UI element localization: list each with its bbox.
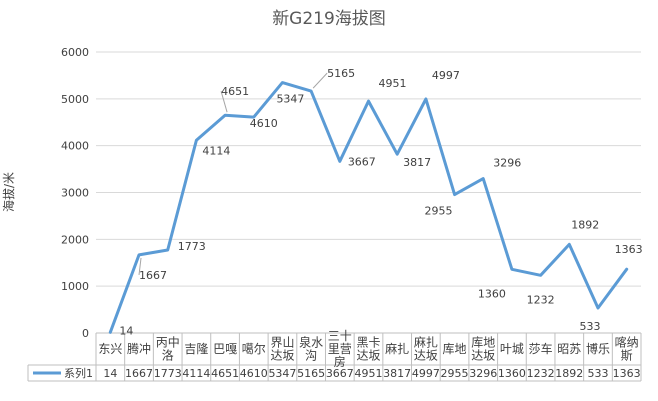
data-label: 4997 xyxy=(432,69,460,82)
table-value-cell: 1892 xyxy=(555,367,583,380)
category-label: 三十里营房 xyxy=(328,329,352,369)
data-label: 1773 xyxy=(178,240,206,253)
data-label: 3296 xyxy=(493,157,521,170)
category-label: 东兴 xyxy=(98,342,122,356)
table-value-cell: 1232 xyxy=(527,367,555,380)
data-label: 14 xyxy=(119,324,133,337)
data-label-leader xyxy=(220,91,228,113)
table-value-cell: 4951 xyxy=(355,367,383,380)
category-label: 麻扎达坂 xyxy=(414,335,438,363)
table-value-cell: 3817 xyxy=(383,367,411,380)
table-value-cell: 1773 xyxy=(154,367,182,380)
category-label: 博乐 xyxy=(586,341,610,356)
category-label: 泉水沟 xyxy=(299,336,323,363)
data-label: 1360 xyxy=(478,287,506,300)
data-label-leader xyxy=(312,72,328,89)
data-label: 4951 xyxy=(379,77,407,90)
table-value-cell: 4997 xyxy=(412,367,440,380)
y-tick-label: 4000 xyxy=(61,140,89,153)
table-value-cell: 2955 xyxy=(441,367,469,380)
category-label: 莎车 xyxy=(529,341,553,356)
y-tick-label: 3000 xyxy=(61,187,89,200)
table-value-cell: 1667 xyxy=(125,367,153,380)
data-label: 1667 xyxy=(139,269,167,282)
table-value-cell: 1363 xyxy=(613,367,641,380)
legend-series-name: 系列1 xyxy=(64,366,93,380)
table-value-cell: 4651 xyxy=(211,367,239,380)
data-label: 2955 xyxy=(425,205,453,218)
table-value-cell: 3296 xyxy=(469,367,497,380)
chart-title: 新G219海拔图 xyxy=(272,9,386,29)
table-value-cell: 533 xyxy=(587,367,608,380)
data-labels: 14 1667 1773 4114 4651 4610 5347 5165 3667 4951 38… xyxy=(119,67,642,337)
y-tick-label: 5000 xyxy=(61,93,89,106)
table-value-cell: 5347 xyxy=(268,367,296,380)
y-tick-label: 6000 xyxy=(61,46,89,59)
category-label: 库地 xyxy=(443,341,467,356)
data-label: 1363 xyxy=(615,243,643,256)
table-value-cell: 1360 xyxy=(498,367,526,380)
category-label: 巴嘎 xyxy=(213,342,237,356)
category-label: 麻扎 xyxy=(385,341,409,356)
category-label: 丙中洛 xyxy=(156,335,180,363)
table-value-cell: 4114 xyxy=(182,367,210,380)
table-value-cell: 3667 xyxy=(326,367,354,380)
category-label: 叶城 xyxy=(500,342,524,356)
data-label: 4651 xyxy=(221,85,249,98)
category-label: 黑卡达坂 xyxy=(356,336,380,363)
category-label: 腾冲 xyxy=(127,341,151,356)
category-label: 喀纳斯 xyxy=(615,336,639,363)
data-label: 1892 xyxy=(571,218,599,231)
data-label: 3817 xyxy=(403,156,431,169)
y-axis-ticks: 0 1000 2000 3000 4000 5000 6000 xyxy=(61,46,89,340)
data-label: 3667 xyxy=(348,155,376,168)
table-value-cell: 14 xyxy=(103,367,117,380)
category-label: 噶尔 xyxy=(242,341,266,356)
data-label: 1232 xyxy=(527,293,555,306)
y-tick-label: 2000 xyxy=(61,233,89,246)
y-axis-label: 海拔/米 xyxy=(1,172,16,212)
data-label: 4114 xyxy=(202,144,230,157)
series-line xyxy=(108,81,629,334)
data-label: 4610 xyxy=(250,117,278,130)
y-tick-label: 1000 xyxy=(61,280,89,293)
data-label: 5347 xyxy=(276,93,304,106)
category-label: 吉隆 xyxy=(184,341,208,356)
data-label-leader xyxy=(138,257,142,275)
category-label: 界山达坂 xyxy=(270,336,294,363)
grid-lines xyxy=(96,51,641,287)
table-value-cell: 4610 xyxy=(240,367,268,380)
data-label: 5165 xyxy=(327,67,355,80)
y-tick-label: 0 xyxy=(82,327,89,340)
series-line-group xyxy=(108,81,629,334)
category-label: 昭苏 xyxy=(557,342,581,356)
category-label: 库地达坂 xyxy=(471,335,495,363)
data-label: 533 xyxy=(579,320,600,333)
table-value-cell: 5165 xyxy=(297,367,325,380)
